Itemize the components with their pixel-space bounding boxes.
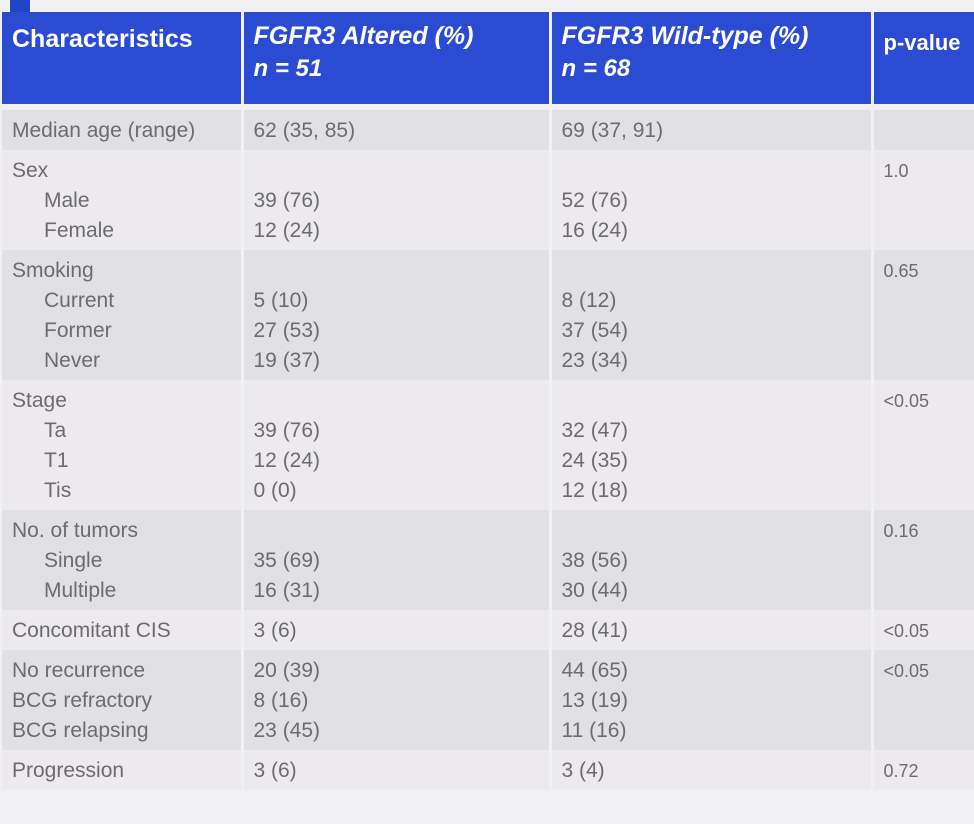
value: 16 (31) xyxy=(253,579,321,602)
table-row: No. of tumors Single Multiple 35 (69) 16… xyxy=(2,510,974,610)
table-header-row: Characteristics FGFR3 Altered (%) n = 51… xyxy=(2,12,974,110)
group-label: Sex xyxy=(12,159,49,182)
value: 11 (16) xyxy=(561,719,627,742)
cell-wildtype: 8 (12) 37 (54) 23 (34) xyxy=(550,250,874,380)
value: 0 (0) xyxy=(253,479,297,502)
table-row: Median age (range) 62 (35, 85) 69 (37, 9… xyxy=(2,107,974,150)
header-wildtype: FGFR3 Wild-type (%) n = 68 xyxy=(550,12,874,110)
cell-pvalue: <0.05 xyxy=(872,380,974,510)
value: 38 (56) xyxy=(561,549,629,572)
row-label-age: Median age (range) xyxy=(2,107,244,150)
header-accent-tab xyxy=(10,0,30,14)
row-label-cis: Concomitant CIS xyxy=(2,610,244,650)
value: 32 (47) xyxy=(561,419,629,442)
cell-wildtype: 52 (76) 16 (24) xyxy=(550,150,874,250)
table-row: Concomitant CIS 3 (6) 28 (41) <0.05 xyxy=(2,610,974,650)
value: 5 (10) xyxy=(253,289,309,312)
row-label-progression: Progression xyxy=(2,750,244,790)
value: 8 (16) xyxy=(253,689,309,712)
cell-pvalue: 1.0 xyxy=(872,150,974,250)
cell-pvalue: <0.05 xyxy=(872,610,974,650)
cell-altered: 3 (6) xyxy=(242,610,552,650)
sub-label: Current xyxy=(44,289,115,312)
characteristics-table: Characteristics FGFR3 Altered (%) n = 51… xyxy=(2,12,974,790)
cell-wildtype: 3 (4) xyxy=(550,750,874,790)
table-row: Sex Male Female 39 (76) 12 (24) 52 (76) … xyxy=(2,150,974,250)
value: 12 (24) xyxy=(253,449,321,472)
table-row: Progression 3 (6) 3 (4) 0.72 xyxy=(2,750,974,790)
table-row: No recurrence BCG refractory BCG relapsi… xyxy=(2,650,974,750)
sub-label: Former xyxy=(44,319,112,342)
value: 16 (24) xyxy=(561,219,629,242)
cell-pvalue: 0.65 xyxy=(872,250,974,380)
sub-label: BCG relapsing xyxy=(12,719,149,742)
value: 44 (65) xyxy=(561,659,629,682)
value: 24 (35) xyxy=(561,449,629,472)
value: 35 (69) xyxy=(253,549,321,572)
value: 39 (76) xyxy=(253,419,321,442)
sub-label: Ta xyxy=(44,419,67,442)
cell-wildtype: 44 (65) 13 (19) 11 (16) xyxy=(550,650,874,750)
cell-altered: 35 (69) 16 (31) xyxy=(242,510,552,610)
sub-label: Male xyxy=(44,189,90,212)
value: 19 (37) xyxy=(253,349,321,372)
cell-altered: 3 (6) xyxy=(242,750,552,790)
cell-wildtype: 32 (47) 24 (35) 12 (18) xyxy=(550,380,874,510)
cell-altered: 39 (76) 12 (24) 0 (0) xyxy=(242,380,552,510)
sub-label: Never xyxy=(44,349,101,372)
cell-pvalue xyxy=(872,107,974,150)
sub-label: Female xyxy=(44,219,115,242)
table-row: Stage Ta T1 Tis 39 (76) 12 (24) 0 (0) 32… xyxy=(2,380,974,510)
cell-altered: 5 (10) 27 (53) 19 (37) xyxy=(242,250,552,380)
value: 23 (45) xyxy=(253,719,321,742)
sub-label: BCG refractory xyxy=(12,689,153,712)
value: 23 (34) xyxy=(561,349,629,372)
sub-label: Single xyxy=(44,549,103,572)
value: 30 (44) xyxy=(561,579,629,602)
row-label-smoking: Smoking Current Former Never xyxy=(2,250,244,380)
header-altered: FGFR3 Altered (%) n = 51 xyxy=(242,12,552,110)
header-altered-title: FGFR3 Altered (%) xyxy=(253,22,474,50)
row-label-stage: Stage Ta T1 Tis xyxy=(2,380,244,510)
cell-pvalue: 0.16 xyxy=(872,510,974,610)
sub-label: Tis xyxy=(44,479,72,502)
group-label: Smoking xyxy=(12,259,94,282)
group-label: Stage xyxy=(12,389,67,412)
value: 52 (76) xyxy=(561,189,629,212)
cell-wildtype: 38 (56) 30 (44) xyxy=(550,510,874,610)
sub-label: Multiple xyxy=(44,579,117,602)
header-altered-n: n = 51 xyxy=(253,55,323,82)
cell-pvalue: <0.05 xyxy=(872,650,974,750)
value: 27 (53) xyxy=(253,319,321,342)
header-characteristics: Characteristics xyxy=(2,12,244,110)
value: 37 (54) xyxy=(561,319,629,342)
table-row: Smoking Current Former Never 5 (10) 27 (… xyxy=(2,250,974,380)
cell-altered: 20 (39) 8 (16) 23 (45) xyxy=(242,650,552,750)
cell-altered: 39 (76) 12 (24) xyxy=(242,150,552,250)
value: 8 (12) xyxy=(561,289,617,312)
header-pvalue: p-value xyxy=(872,12,974,110)
cell-wildtype: 28 (41) xyxy=(550,610,874,650)
value: 39 (76) xyxy=(253,189,321,212)
cell-wildtype: 69 (37, 91) xyxy=(550,107,874,150)
row-label-recurrence: No recurrence BCG refractory BCG relapsi… xyxy=(2,650,244,750)
sub-label: T1 xyxy=(44,449,69,472)
value: 12 (24) xyxy=(253,219,321,242)
value: 12 (18) xyxy=(561,479,629,502)
value: 13 (19) xyxy=(561,689,629,712)
value: 20 (39) xyxy=(253,659,321,682)
group-label: No. of tumors xyxy=(12,519,139,542)
row-label-tumors: No. of tumors Single Multiple xyxy=(2,510,244,610)
cell-pvalue: 0.72 xyxy=(872,750,974,790)
sub-label: No recurrence xyxy=(12,659,146,682)
header-wildtype-n: n = 68 xyxy=(561,55,631,82)
row-label-sex: Sex Male Female xyxy=(2,150,244,250)
header-wildtype-title: FGFR3 Wild-type (%) xyxy=(561,22,809,50)
cell-altered: 62 (35, 85) xyxy=(242,107,552,150)
